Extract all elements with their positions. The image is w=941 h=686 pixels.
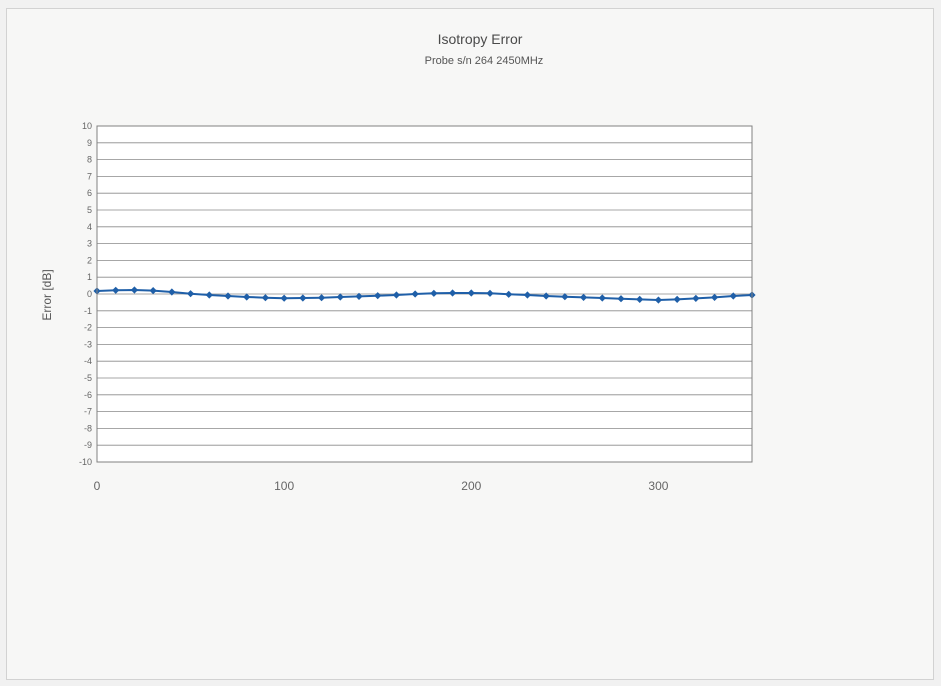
data-point xyxy=(692,294,700,302)
y-tick-label: -6 xyxy=(84,390,92,400)
y-tick-label: 10 xyxy=(82,121,92,131)
data-point xyxy=(598,294,606,302)
x-tick-label: 100 xyxy=(274,479,294,493)
data-point xyxy=(430,289,438,297)
y-tick-label: 6 xyxy=(87,188,92,198)
y-tick-label: -2 xyxy=(84,323,92,333)
data-point xyxy=(673,295,681,303)
data-point xyxy=(243,293,251,301)
data-point xyxy=(411,290,419,298)
y-tick-label: 0 xyxy=(87,289,92,299)
data-point xyxy=(654,296,663,304)
data-point xyxy=(261,294,270,302)
data-point xyxy=(205,291,213,299)
x-tick-label: 300 xyxy=(648,479,668,493)
y-tick-label: -5 xyxy=(84,373,92,383)
chart-title: Isotropy Error xyxy=(438,31,523,47)
data-point xyxy=(130,286,139,294)
y-tick-label: -7 xyxy=(84,407,92,417)
data-point xyxy=(168,288,176,296)
data-point xyxy=(186,290,195,298)
data-point xyxy=(280,294,288,302)
plot-border xyxy=(96,125,753,463)
data-point xyxy=(617,295,625,303)
data-point xyxy=(561,293,569,301)
y-axis-label: Error [dB] xyxy=(40,269,54,320)
data-point xyxy=(729,292,737,300)
data-point xyxy=(710,293,719,301)
data-point xyxy=(636,295,644,303)
x-tick-label: 200 xyxy=(461,479,481,493)
y-tick-label: 9 xyxy=(87,138,92,148)
data-point xyxy=(505,290,513,298)
data-point xyxy=(317,294,326,302)
data-point xyxy=(336,293,344,301)
y-tick-label: 8 xyxy=(87,155,92,165)
series-points xyxy=(93,286,756,304)
data-point xyxy=(355,292,363,300)
y-tick-label: 2 xyxy=(87,255,92,265)
data-point xyxy=(467,289,475,297)
data-point xyxy=(392,291,401,299)
data-point xyxy=(149,287,157,295)
data-point xyxy=(224,292,232,300)
y-tick-label: 1 xyxy=(87,272,92,282)
data-point xyxy=(448,289,457,297)
data-point xyxy=(486,289,494,297)
y-tick-label: -8 xyxy=(84,423,92,433)
data-point xyxy=(374,292,382,300)
y-tick-label: 5 xyxy=(87,205,92,215)
x-tick-label: 0 xyxy=(94,479,101,493)
y-tick-label: 7 xyxy=(87,171,92,181)
y-tick-label: -1 xyxy=(84,306,92,316)
data-point xyxy=(112,286,120,294)
chart-subtitle: Probe s/n 264 2450MHz xyxy=(425,55,544,67)
y-tick-label: 4 xyxy=(87,222,92,232)
data-point xyxy=(579,293,588,301)
y-tick-label: -10 xyxy=(79,457,92,467)
y-tick-label: 3 xyxy=(87,239,92,249)
data-point xyxy=(523,291,532,299)
y-tick-label: -9 xyxy=(84,440,92,450)
data-point xyxy=(299,294,307,302)
y-tick-label: -4 xyxy=(84,356,92,366)
x-axis-ticks: 0 100 200 300 xyxy=(94,479,669,493)
y-tick-label: -3 xyxy=(84,339,92,349)
data-point xyxy=(542,292,550,300)
